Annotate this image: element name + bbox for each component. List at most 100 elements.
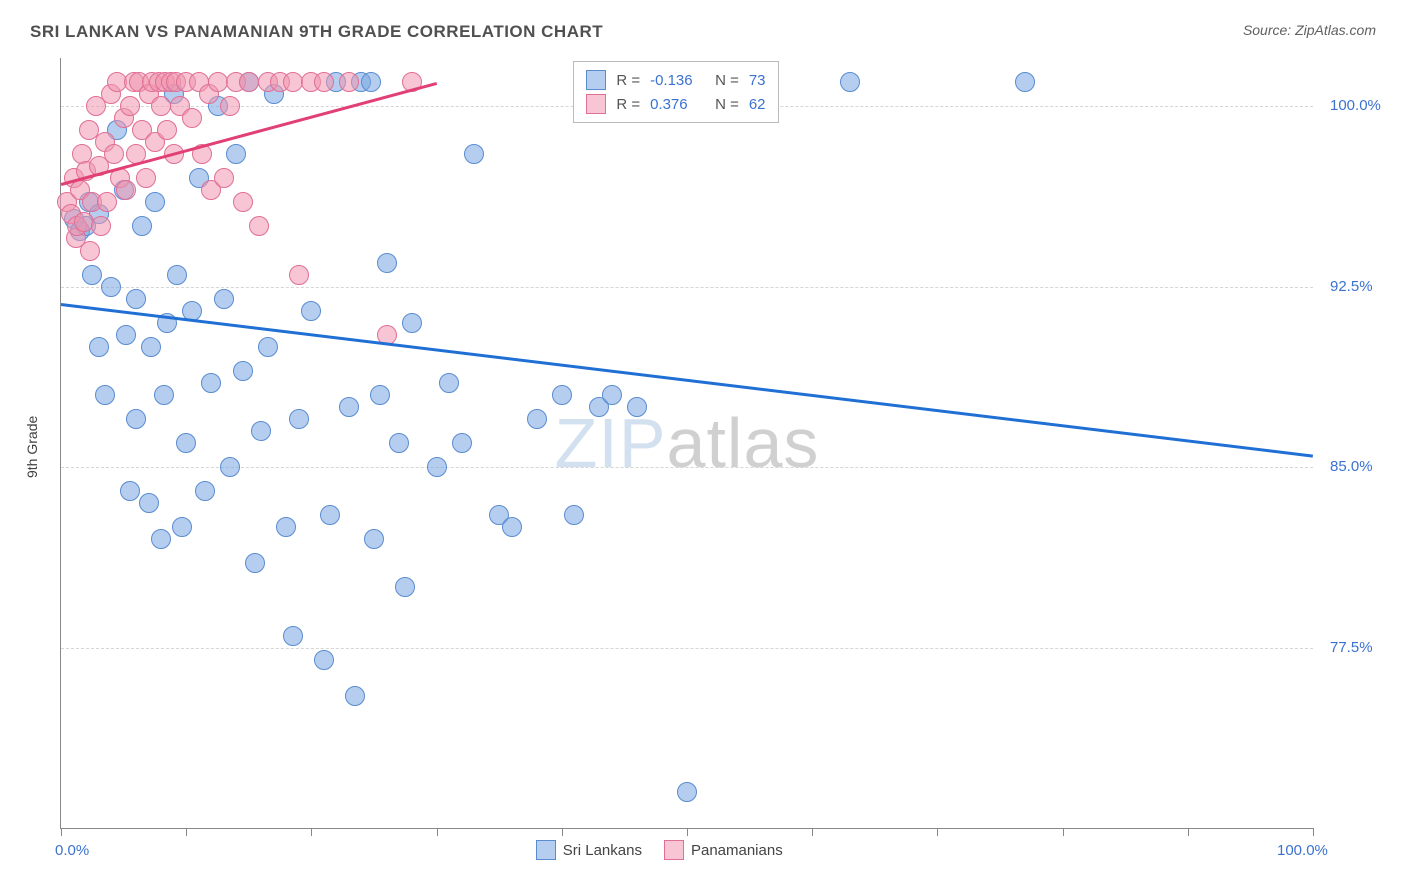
- scatter-point: [151, 96, 171, 116]
- legend-item: Panamanians: [664, 840, 783, 860]
- scatter-point: [527, 409, 547, 429]
- watermark-zip: ZIP: [555, 404, 667, 482]
- legend-item: Sri Lankans: [536, 840, 642, 860]
- legend-label: Sri Lankans: [563, 842, 642, 859]
- scatter-point: [251, 421, 271, 441]
- xtick: [186, 828, 187, 836]
- scatter-point: [452, 433, 472, 453]
- xtick: [437, 828, 438, 836]
- scatter-point: [464, 144, 484, 164]
- scatter-point: [377, 253, 397, 273]
- scatter-point: [345, 686, 365, 706]
- scatter-point: [289, 265, 309, 285]
- scatter-point: [91, 216, 111, 236]
- ytick-label: 77.5%: [1330, 639, 1373, 656]
- scatter-point: [195, 481, 215, 501]
- scatter-point: [220, 96, 240, 116]
- scatter-point: [564, 505, 584, 525]
- legend-swatch: [586, 94, 606, 114]
- chart-title: SRI LANKAN VS PANAMANIAN 9TH GRADE CORRE…: [30, 22, 603, 42]
- scatter-point: [120, 481, 140, 501]
- trendline: [61, 303, 1313, 457]
- scatter-point: [116, 180, 136, 200]
- source-label: Source: ZipAtlas.com: [1243, 22, 1376, 38]
- gridline: [61, 467, 1313, 468]
- scatter-point: [141, 337, 161, 357]
- xtick: [1313, 828, 1314, 836]
- scatter-point: [97, 192, 117, 212]
- stats-legend-row: R =0.376N =62: [586, 92, 765, 116]
- xtick: [687, 828, 688, 836]
- plot-area: ZIPatlas: [60, 58, 1313, 829]
- scatter-point: [502, 517, 522, 537]
- scatter-point: [167, 265, 187, 285]
- scatter-point: [389, 433, 409, 453]
- gridline: [61, 287, 1313, 288]
- scatter-point: [677, 782, 697, 802]
- xtick: [1063, 828, 1064, 836]
- scatter-point: [151, 529, 171, 549]
- legend-swatch: [536, 840, 556, 860]
- scatter-point: [552, 385, 572, 405]
- scatter-point: [320, 505, 340, 525]
- scatter-point: [276, 517, 296, 537]
- watermark-atlas: atlas: [667, 404, 820, 482]
- legend-swatch: [664, 840, 684, 860]
- scatter-point: [104, 144, 124, 164]
- scatter-point: [226, 144, 246, 164]
- scatter-point: [208, 72, 228, 92]
- legend-label: Panamanians: [691, 842, 783, 859]
- scatter-point: [82, 265, 102, 285]
- scatter-point: [220, 457, 240, 477]
- scatter-point: [339, 72, 359, 92]
- scatter-point: [139, 493, 159, 513]
- scatter-point: [314, 650, 334, 670]
- scatter-point: [364, 529, 384, 549]
- xtick: [61, 828, 62, 836]
- scatter-point: [154, 385, 174, 405]
- scatter-point: [233, 361, 253, 381]
- scatter-point: [427, 457, 447, 477]
- scatter-point: [245, 553, 265, 573]
- scatter-point: [176, 433, 196, 453]
- xtick: [812, 828, 813, 836]
- scatter-point: [439, 373, 459, 393]
- scatter-point: [370, 385, 390, 405]
- scatter-point: [283, 72, 303, 92]
- scatter-point: [136, 168, 156, 188]
- scatter-point: [214, 168, 234, 188]
- scatter-point: [1015, 72, 1035, 92]
- scatter-point: [289, 409, 309, 429]
- scatter-point: [120, 96, 140, 116]
- scatter-point: [249, 216, 269, 236]
- stats-legend: R =-0.136N =73R =0.376N =62: [573, 61, 778, 123]
- scatter-point: [132, 216, 152, 236]
- gridline: [61, 648, 1313, 649]
- scatter-point: [182, 108, 202, 128]
- scatter-point: [126, 409, 146, 429]
- ytick-label: 85.0%: [1330, 458, 1373, 475]
- scatter-point: [602, 385, 622, 405]
- xtick: [1188, 828, 1189, 836]
- scatter-point: [840, 72, 860, 92]
- scatter-point: [233, 192, 253, 212]
- scatter-point: [172, 517, 192, 537]
- scatter-point: [80, 241, 100, 261]
- y-axis-label: 9th Grade: [24, 416, 40, 478]
- xtick-label: 100.0%: [1277, 842, 1328, 859]
- scatter-point: [301, 301, 321, 321]
- scatter-point: [95, 385, 115, 405]
- ytick-label: 92.5%: [1330, 278, 1373, 295]
- scatter-point: [361, 72, 381, 92]
- scatter-point: [283, 626, 303, 646]
- scatter-point: [89, 337, 109, 357]
- ytick-label: 100.0%: [1330, 97, 1381, 114]
- xtick: [311, 828, 312, 836]
- xtick-label: 0.0%: [55, 842, 89, 859]
- scatter-point: [145, 192, 165, 212]
- series-legend: Sri Lankans Panamanians: [536, 840, 783, 860]
- legend-swatch: [586, 70, 606, 90]
- scatter-point: [339, 397, 359, 417]
- xtick: [937, 828, 938, 836]
- scatter-point: [258, 337, 278, 357]
